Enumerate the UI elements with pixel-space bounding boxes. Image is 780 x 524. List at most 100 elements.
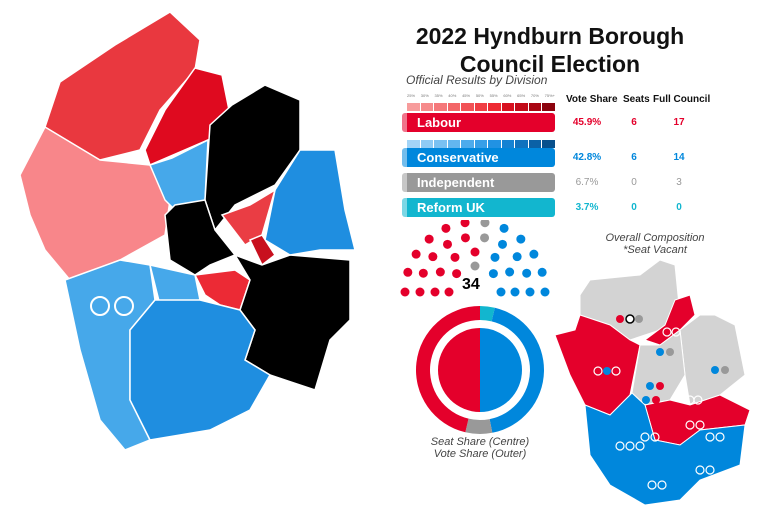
scale-tick: 40%	[448, 93, 457, 98]
conservative-color-scale	[407, 140, 556, 148]
total-seats: 34	[462, 276, 480, 293]
composition-seat-dot	[650, 432, 660, 442]
composition-seat-dot	[721, 366, 729, 374]
composition-seat-dot	[671, 327, 681, 337]
composition-seat-dot	[693, 395, 703, 405]
scale-tick: 35%	[434, 93, 443, 98]
scale-swatch	[434, 140, 447, 148]
division-labour-small	[248, 234, 277, 267]
composition-seat-dot	[657, 480, 667, 490]
composition-seat-dot	[695, 420, 705, 430]
seat-dot-labour	[450, 252, 460, 262]
conservative-full-council: 14	[673, 152, 685, 163]
vote-share-arc-conservative	[489, 307, 544, 433]
scale-swatch	[434, 103, 447, 111]
scale-tick: 75%+	[544, 93, 555, 98]
seat-dot-labour	[418, 268, 428, 278]
seat-dot-labour	[411, 249, 421, 259]
seat-dot-labour	[428, 252, 438, 262]
scale-swatch	[474, 140, 488, 148]
division-results-map	[19, 11, 356, 451]
composition-seat-dot	[647, 480, 657, 490]
scale-swatch	[488, 103, 501, 111]
seat-dot-conservative	[512, 252, 522, 262]
vote-share-arc-reform-uk	[480, 306, 495, 322]
seat-dot-labour	[424, 234, 434, 244]
composition-map	[554, 259, 751, 506]
seat-dot-labour	[444, 287, 454, 297]
composition-seat-dot	[705, 465, 715, 475]
seat-vacant-marker	[90, 296, 110, 316]
seat-dot-conservative	[490, 252, 500, 262]
seat-dot-conservative	[505, 267, 515, 277]
scale-tick: 65%	[517, 93, 526, 98]
page-title: 2022 Hyndburn Borough Council Election	[400, 22, 700, 78]
seat-share-slice-labour	[437, 328, 480, 412]
vote-share-arc-labour	[415, 306, 480, 433]
seat-dot-labour	[415, 287, 425, 297]
seat-dot-labour	[452, 269, 462, 279]
scale-tick: 70%	[530, 93, 539, 98]
seat-dot-labour	[470, 247, 480, 257]
seat-dot-labour	[403, 267, 413, 277]
seat-dot-conservative	[529, 249, 539, 259]
scale-swatch	[542, 103, 556, 111]
composition-seat-dot	[593, 366, 603, 376]
labour-vote-share: 45.9%	[572, 117, 602, 128]
reform-uk-vote-share: 3.7%	[575, 202, 599, 213]
composition-seat-dot	[616, 315, 624, 323]
party-label-conservative: Conservative	[402, 148, 555, 167]
seat-share-slice-conservative	[480, 328, 523, 412]
seat-vacant-marker	[114, 296, 134, 316]
scale-swatch	[461, 103, 474, 111]
composition-seat-dot	[662, 327, 672, 337]
composition-seat-dot	[625, 441, 635, 451]
scale-swatch	[447, 103, 461, 111]
header-vote-share: Vote Share	[566, 94, 618, 105]
scale-swatch	[501, 103, 515, 111]
seat-dot-conservative	[522, 268, 532, 278]
composition-seat-dot	[635, 315, 643, 323]
division-labour-central	[220, 188, 277, 246]
title-line-1: 2022 Hyndburn Borough	[415, 23, 685, 49]
scale-swatch	[501, 140, 515, 148]
division-conservative-south	[129, 299, 272, 441]
labour-color-scale	[407, 103, 556, 111]
composition-seat-dot	[642, 396, 650, 404]
reform-uk-full-council: 0	[676, 202, 682, 213]
conservative-vote-share: 42.8%	[572, 152, 602, 163]
composition-seat-dot	[625, 314, 635, 324]
composition-seat-dot	[615, 441, 625, 451]
division-conservative-east	[264, 149, 356, 256]
scale-swatch	[542, 140, 556, 148]
scale-tick: 45%	[462, 93, 471, 98]
scale-swatch	[515, 103, 528, 111]
composition-seat-dot	[715, 432, 725, 442]
composition-seat-dot	[705, 432, 715, 442]
title-line-2: Council Election	[459, 51, 641, 77]
conservative-seats: 6	[631, 152, 637, 163]
composition-area-independent-east	[679, 314, 746, 406]
labour-full-council: 17	[673, 117, 685, 128]
seat-dot-conservative	[537, 267, 547, 277]
composition-seat-dot	[685, 420, 695, 430]
scale-swatch	[420, 103, 434, 111]
scale-swatch	[528, 103, 542, 111]
division-labour-northeast	[144, 67, 233, 167]
composition-seat-dot	[635, 441, 645, 451]
division-labour-west	[19, 125, 171, 281]
seat-dot-independent	[480, 220, 490, 228]
seat-dot-conservative	[525, 287, 535, 297]
independent-vote-share: 6.7%	[575, 177, 599, 188]
composition-caption-note: *Seat Vacant	[623, 244, 687, 256]
seat-dot-conservative	[498, 239, 507, 249]
donut-caption: Seat Share (Centre) Vote Share (Outer)	[400, 436, 560, 460]
composition-seat-dot	[611, 366, 621, 376]
parliament-chart	[400, 220, 550, 297]
composition-seat-dot	[656, 382, 664, 390]
scale-swatch	[515, 140, 528, 148]
composition-seat-dot	[640, 432, 650, 442]
header-full-council: Full Council	[653, 94, 711, 105]
header-seats: Seats	[623, 94, 650, 105]
subtitle: Official Results by Division	[406, 73, 548, 87]
